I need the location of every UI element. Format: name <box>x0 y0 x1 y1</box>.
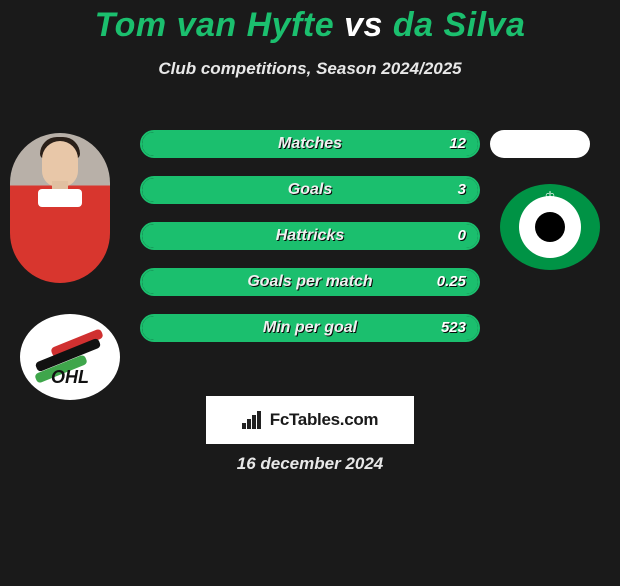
bar-chart-icon <box>242 411 264 429</box>
player1-photo <box>10 133 110 283</box>
footer-site-text: FcTables.com <box>270 410 379 430</box>
stat-value: 3 <box>458 178 466 202</box>
stat-value: 0.25 <box>437 270 466 294</box>
stat-label: Goals per match <box>142 270 478 294</box>
footer-date: 16 december 2024 <box>0 454 620 474</box>
vs-text: vs <box>344 6 383 44</box>
subtitle: Club competitions, Season 2024/2025 <box>0 59 620 79</box>
player1-name: Tom van Hyfte <box>95 6 335 44</box>
player2-club-logo: ♔ <box>500 184 600 270</box>
comparison-title: Tom van Hyfte vs da Silva <box>0 6 620 45</box>
stat-label: Goals <box>142 178 478 202</box>
player2-photo-placeholder <box>490 130 590 158</box>
footer-site-badge: FcTables.com <box>206 396 414 444</box>
stat-label: Hattricks <box>142 224 478 248</box>
stat-value: 12 <box>449 132 466 156</box>
stat-row-min-per-goal: Min per goal 523 <box>140 314 480 342</box>
stat-value: 0 <box>458 224 466 248</box>
player2-name: da Silva <box>393 6 526 44</box>
stat-value: 523 <box>441 316 466 340</box>
player1-club-logo: OHL <box>20 314 120 400</box>
crown-icon: ♔ <box>545 190 556 202</box>
stat-label: Min per goal <box>142 316 478 340</box>
player1-club-logo-text: OHL <box>20 367 120 388</box>
stats-panel: Matches 12 Goals 3 Hattricks 0 Goals per… <box>140 130 480 360</box>
stat-row-goals: Goals 3 <box>140 176 480 204</box>
stat-row-hattricks: Hattricks 0 <box>140 222 480 250</box>
stat-row-goals-per-match: Goals per match 0.25 <box>140 268 480 296</box>
stat-row-matches: Matches 12 <box>140 130 480 158</box>
stat-label: Matches <box>142 132 478 156</box>
